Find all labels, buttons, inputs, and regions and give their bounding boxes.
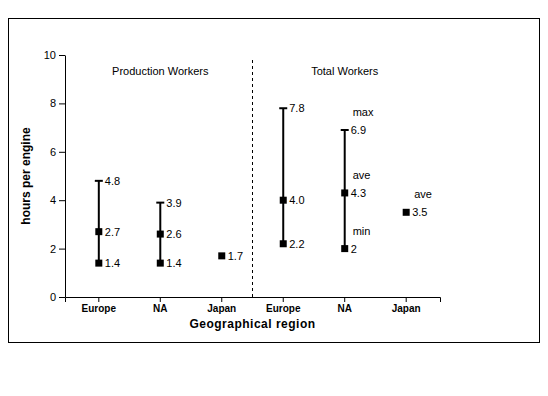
data-label: 3.9: [166, 197, 181, 209]
x-tick-label: NA: [153, 303, 167, 314]
y-tick-label: 4: [50, 194, 56, 206]
x-axis-title: Geographical region: [189, 317, 315, 331]
annotation: min: [353, 225, 371, 237]
data-label: 2.7: [105, 226, 120, 238]
y-tick: 10: [44, 49, 65, 61]
y-tick: 0: [50, 291, 65, 303]
marker: [95, 228, 102, 235]
y-tick-label: 2: [50, 243, 56, 255]
y-tick-label: 8: [50, 97, 56, 109]
y-tick-label: 6: [50, 146, 56, 158]
marker: [341, 129, 349, 131]
group-divider: [252, 60, 253, 297]
x-tick: Europe: [82, 297, 117, 314]
marker: [280, 240, 287, 247]
x-tick-mark: [160, 297, 161, 302]
marker: [157, 260, 164, 267]
range-line: [282, 108, 284, 244]
data-label: 4.3: [351, 187, 366, 199]
y-axis-title: hours per engine: [19, 127, 33, 225]
marker: [218, 252, 225, 259]
annotation: max: [353, 106, 374, 118]
x-tick: Japan: [207, 297, 236, 314]
x-axis: Europe NA Japan Europe NA Japan: [66, 297, 441, 314]
marker: [341, 189, 348, 196]
marker: [341, 245, 348, 252]
y-tick-mark: [59, 152, 65, 153]
x-tick-label: NA: [337, 303, 351, 314]
x-tick: NA: [153, 297, 167, 314]
x-tick-label: Europe: [266, 303, 301, 314]
x-tick-mark: [98, 297, 99, 302]
marker: [95, 260, 102, 267]
y-tick-mark: [59, 200, 65, 201]
marker: [403, 209, 410, 216]
marker: [279, 107, 287, 109]
data-label: 2.2: [289, 238, 304, 250]
annotation: ave: [353, 169, 371, 181]
marker: [156, 202, 164, 204]
data-label: 3.5: [412, 206, 427, 218]
x-tick-label: Europe: [82, 303, 117, 314]
x-tick: Europe: [266, 297, 301, 314]
range-line: [344, 130, 346, 249]
y-tick: 4: [50, 194, 65, 206]
x-tick-label: Japan: [392, 303, 421, 314]
range-line: [98, 181, 100, 263]
group-label: Production Workers: [112, 65, 209, 77]
chart: 0 2 4 6 8 10 Europe NA Japan Europe NA Japan Geograp…: [0, 0, 548, 396]
y-tick-label: 10: [44, 49, 56, 61]
y-tick-mark: [59, 103, 65, 104]
data-label: 2: [351, 243, 357, 255]
data-label: 7.8: [289, 102, 304, 114]
annotation: ave: [414, 188, 432, 200]
y-axis-line: [65, 56, 66, 298]
data-label: 6.9: [351, 124, 366, 136]
y-tick: 6: [50, 146, 65, 158]
data-label: 1.4: [105, 257, 120, 269]
data-label: 4.0: [289, 194, 304, 206]
x-tick-label: Japan: [207, 303, 236, 314]
y-axis: 0 2 4 6 8 10: [44, 49, 66, 303]
data-label: 1.7: [228, 250, 243, 262]
x-tick: NA: [337, 297, 351, 314]
x-tick-mark: [406, 297, 407, 302]
y-tick-mark: [59, 297, 65, 298]
y-tick: 8: [50, 97, 65, 109]
marker: [280, 197, 287, 204]
x-tick-mark: [283, 297, 284, 302]
data-label: 2.6: [166, 228, 181, 240]
marker: [157, 231, 164, 238]
x-tick: Japan: [392, 297, 421, 314]
data-label: 1.4: [166, 257, 181, 269]
data-label: 4.8: [105, 175, 120, 187]
x-tick-mark: [344, 297, 345, 302]
marks: [95, 108, 410, 266]
x-tick-mark: [221, 297, 222, 302]
group-label: Total Workers: [311, 65, 379, 77]
marker: [95, 180, 103, 182]
y-tick-mark: [59, 249, 65, 250]
x-axis-line: [66, 298, 441, 303]
frame: [9, 19, 540, 343]
y-tick-mark: [59, 55, 65, 56]
y-tick: 2: [50, 243, 65, 255]
y-tick-label: 0: [50, 291, 56, 303]
